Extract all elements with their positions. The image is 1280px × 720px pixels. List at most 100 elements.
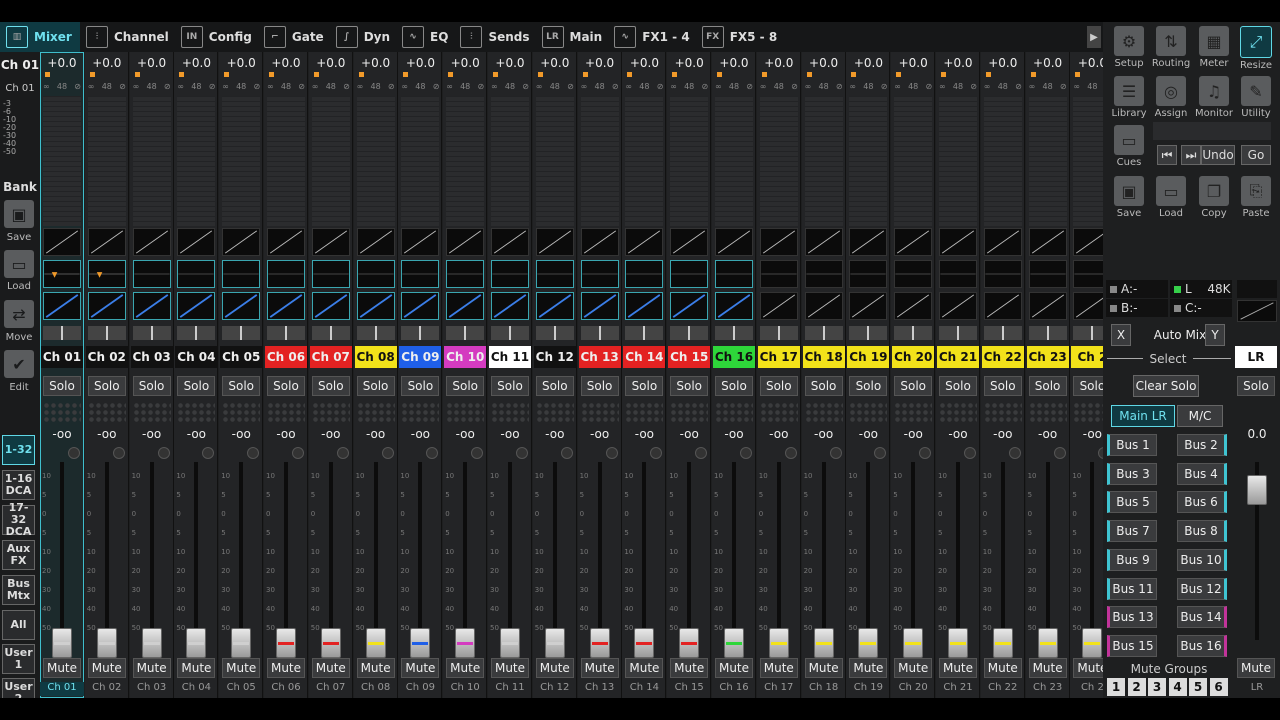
- fader-track[interactable]: [60, 462, 64, 662]
- fader-cap[interactable]: [231, 628, 252, 658]
- checkmark-icon[interactable]: ✔: [4, 350, 34, 378]
- phase-invert-icon[interactable]: ⊘: [880, 82, 888, 91]
- channel-name-label[interactable]: Ch 22: [981, 346, 1024, 368]
- phantom-48v-label[interactable]: 48: [101, 82, 112, 91]
- fader-cap[interactable]: [320, 628, 341, 658]
- fader-cap[interactable]: [858, 628, 879, 658]
- bus-button-16[interactable]: Bus 16: [1177, 634, 1227, 657]
- main-lr-button[interactable]: Main LR: [1111, 405, 1175, 427]
- channel-name-label[interactable]: Ch 16: [713, 346, 755, 368]
- pan-control[interactable]: [311, 326, 350, 340]
- mute-button[interactable]: Mute: [1073, 658, 1103, 678]
- mute-group-1-button[interactable]: 1: [1107, 678, 1125, 696]
- fader-track[interactable]: [463, 462, 468, 662]
- phantom-48v-label[interactable]: 48: [684, 82, 695, 91]
- trim-knob[interactable]: [1053, 447, 1066, 459]
- link-icon[interactable]: ∞: [132, 82, 140, 91]
- fader-track[interactable]: [597, 462, 602, 662]
- solo-button[interactable]: Solo: [670, 376, 709, 396]
- phase-invert-icon[interactable]: ⊘: [74, 82, 81, 91]
- fader-cap[interactable]: [768, 628, 789, 658]
- tab-config[interactable]: IN Config: [175, 22, 258, 52]
- link-icon[interactable]: ∞: [222, 82, 229, 91]
- phase-invert-icon[interactable]: ⊘: [1015, 82, 1022, 91]
- phase-invert-icon[interactable]: ⊘: [611, 82, 619, 91]
- gate-graph[interactable]: [715, 228, 753, 256]
- phantom-48v-label[interactable]: 48: [504, 82, 516, 91]
- gain-readout[interactable]: +0.0: [674, 56, 704, 70]
- channel-name-label[interactable]: Ch 12: [533, 346, 576, 368]
- fader-track[interactable]: [642, 462, 647, 662]
- phase-invert-icon[interactable]: ⊘: [746, 82, 753, 91]
- tab-eq[interactable]: ∿ EQ: [396, 22, 454, 52]
- dynamics-graph[interactable]: [670, 292, 709, 320]
- eq-graph[interactable]: [804, 260, 843, 288]
- phantom-48v-label[interactable]: 48: [773, 82, 784, 91]
- solo-button[interactable]: Solo: [580, 376, 619, 396]
- gate-graph[interactable]: [132, 228, 171, 256]
- gate-graph[interactable]: [311, 228, 350, 256]
- phase-invert-icon[interactable]: ⊘: [119, 82, 126, 91]
- channel-name-label[interactable]: Ch 17: [757, 346, 800, 368]
- eq-graph[interactable]: [132, 260, 171, 288]
- paste-button[interactable]: ⎘ Paste: [1234, 176, 1278, 222]
- fader-cap[interactable]: [1082, 628, 1103, 658]
- channel-name-label[interactable]: Ch 18: [802, 346, 845, 368]
- pan-control[interactable]: [446, 326, 485, 340]
- fader-track[interactable]: [1090, 462, 1095, 662]
- dynamics-graph[interactable]: [401, 292, 440, 320]
- channel-name-label[interactable]: Ch 07: [309, 346, 352, 368]
- pan-control[interactable]: [87, 326, 126, 340]
- folder-icon[interactable]: ▭: [4, 250, 34, 278]
- eq-graph[interactable]: [87, 260, 126, 288]
- trim-knob[interactable]: [112, 447, 125, 459]
- pan-control[interactable]: [670, 326, 709, 340]
- trim-knob[interactable]: [336, 447, 349, 459]
- pan-control[interactable]: [222, 326, 261, 340]
- fader-cap[interactable]: [589, 628, 610, 658]
- load-button[interactable]: ▭ Load: [1149, 176, 1193, 222]
- dynamics-graph[interactable]: [1073, 292, 1103, 320]
- solo-button[interactable]: Solo: [222, 376, 261, 396]
- channel-name-label[interactable]: Ch 14: [623, 346, 666, 368]
- gain-readout[interactable]: +0.0: [316, 56, 346, 70]
- fader-cap[interactable]: [365, 628, 386, 658]
- tab-fx5-8[interactable]: FX FX5 - 8: [696, 22, 783, 52]
- trim-knob[interactable]: [292, 447, 304, 459]
- eq-graph[interactable]: [222, 260, 261, 288]
- gain-readout[interactable]: +0.0: [1033, 56, 1063, 70]
- eq-graph[interactable]: [670, 260, 709, 288]
- mute-button[interactable]: Mute: [759, 658, 798, 678]
- trim-knob[interactable]: [695, 447, 708, 459]
- next-icon[interactable]: ⏭: [1181, 145, 1201, 165]
- mute-button[interactable]: Mute: [222, 658, 261, 678]
- solo-button[interactable]: Solo: [311, 376, 350, 396]
- eq-graph[interactable]: [580, 260, 619, 288]
- fader-track[interactable]: [104, 462, 109, 662]
- phase-invert-icon[interactable]: ⊘: [298, 82, 305, 91]
- pan-control[interactable]: [894, 326, 933, 340]
- bus-button-7[interactable]: Bus 7: [1107, 520, 1157, 543]
- solo-button[interactable]: Solo: [43, 376, 81, 396]
- phase-invert-icon[interactable]: ⊘: [791, 82, 798, 91]
- trim-knob[interactable]: [740, 447, 752, 459]
- previous-icon[interactable]: ⏮: [1157, 145, 1177, 165]
- trim-knob[interactable]: [1008, 447, 1021, 459]
- fader-cap[interactable]: [455, 628, 476, 658]
- eq-graph[interactable]: [401, 260, 440, 288]
- phantom-48v-label[interactable]: 48: [370, 82, 381, 91]
- link-icon[interactable]: ∞: [983, 82, 991, 91]
- pan-control[interactable]: [177, 326, 216, 340]
- save-icon[interactable]: ▣: [4, 200, 34, 228]
- link-icon[interactable]: ∞: [491, 82, 498, 91]
- dynamics-graph[interactable]: [715, 292, 753, 320]
- gate-graph[interactable]: [267, 228, 305, 256]
- gate-graph[interactable]: [804, 228, 843, 256]
- mute-button[interactable]: Mute: [267, 658, 305, 678]
- gain-readout[interactable]: +0.0: [943, 56, 973, 70]
- tab-fx1-4[interactable]: ∿ FX1 - 4: [608, 22, 695, 52]
- dynamics-graph[interactable]: [804, 292, 843, 320]
- go-button[interactable]: Go: [1241, 145, 1271, 165]
- solo-button[interactable]: Solo: [132, 376, 171, 396]
- channel-name-label[interactable]: Ch 10: [444, 346, 487, 368]
